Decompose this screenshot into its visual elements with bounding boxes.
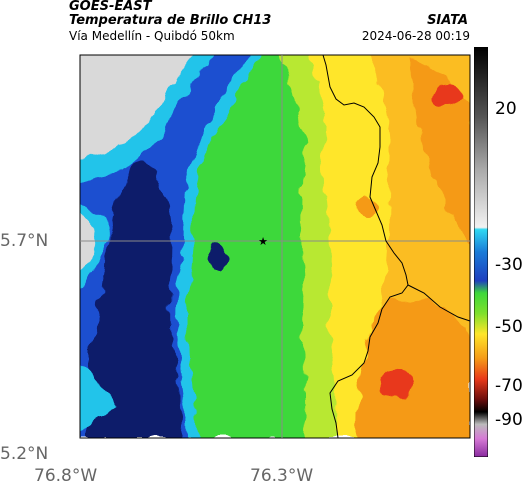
colorbar-tick-minus70: -70 xyxy=(495,376,523,396)
longitude-label-76.8: 76.8°W xyxy=(34,466,98,486)
satellite-title: GOES-EAST xyxy=(69,0,152,14)
plot-frame xyxy=(79,54,471,439)
colorbar-tick-20: 20 xyxy=(495,99,517,119)
longitude-label-76.3: 76.3°W xyxy=(250,466,314,486)
timestamp: 2024-06-28 00:19 xyxy=(361,29,470,43)
satellite-map[interactable]: ★ xyxy=(68,47,472,439)
agency-label: SIATA xyxy=(427,13,468,28)
product-title: Temperatura de Brillo CH13 xyxy=(69,13,272,28)
colorbar-tick-minus90: -90 xyxy=(495,410,523,430)
latitude-label-5.2: 5.2°N xyxy=(0,444,49,464)
department-boundary-east xyxy=(407,284,471,322)
colorbar xyxy=(474,47,488,457)
temperature-field xyxy=(80,55,470,438)
route-subtitle: Vía Medellín - Quibdó 50km xyxy=(69,29,235,43)
colorbar-tick-minus30: -30 xyxy=(495,255,523,275)
latitude-label-5.7: 5.7°N xyxy=(0,231,49,251)
colorbar-tick-minus50: -50 xyxy=(495,317,523,337)
department-boundary xyxy=(322,54,409,439)
location-marker-icon[interactable]: ★ xyxy=(258,235,268,248)
